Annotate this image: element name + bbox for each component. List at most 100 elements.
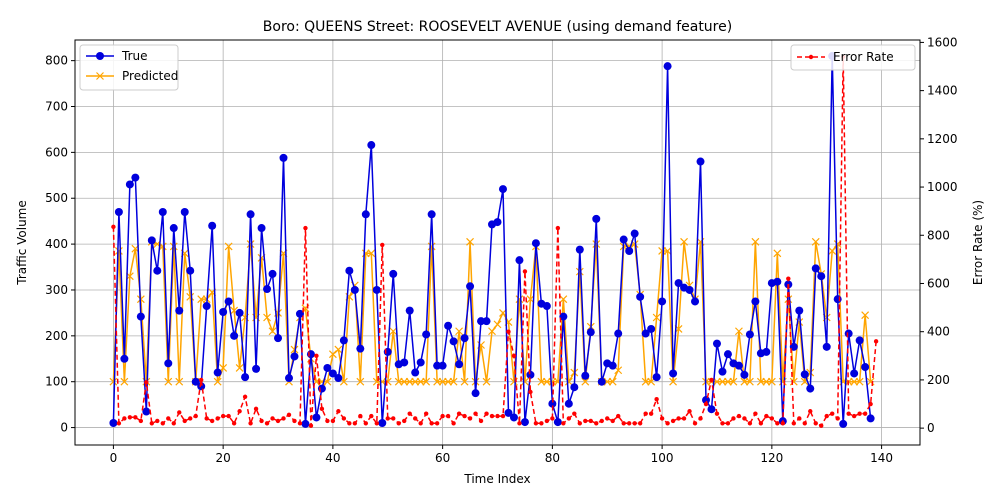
y-right-tick-label: 800 bbox=[927, 228, 950, 242]
true-point bbox=[323, 363, 332, 372]
true-point bbox=[449, 337, 458, 346]
predicted-point bbox=[592, 240, 601, 249]
true-point bbox=[180, 207, 189, 216]
predicted-point bbox=[745, 377, 754, 386]
error-rate-point bbox=[681, 416, 687, 421]
error-rate-point bbox=[692, 421, 698, 426]
error-rate-point bbox=[133, 415, 138, 420]
error-rate-point bbox=[215, 416, 220, 421]
error-rate-point bbox=[610, 418, 615, 424]
error-rate-point bbox=[791, 421, 796, 426]
y-left-tick-label: 600 bbox=[45, 145, 68, 159]
y-right-tick-label: 1000 bbox=[927, 180, 958, 194]
true-point bbox=[284, 374, 293, 383]
chart-title: Boro: QUEENS Street: ROOSEVELT AVENUE (u… bbox=[263, 19, 732, 35]
x-tick-label: 40 bbox=[325, 451, 340, 465]
predicted-point bbox=[564, 377, 573, 386]
true-point bbox=[592, 214, 601, 223]
x-axis-label: Time Index bbox=[463, 472, 530, 486]
error-rate-point bbox=[259, 418, 264, 424]
y-right-tick-label: 1400 bbox=[927, 84, 958, 98]
error-rate-point bbox=[182, 418, 187, 424]
true-point bbox=[131, 173, 140, 182]
true-point bbox=[169, 224, 178, 233]
true-point bbox=[658, 297, 667, 306]
true-point bbox=[833, 295, 842, 304]
true-point bbox=[290, 352, 299, 361]
error-rate-point bbox=[467, 416, 473, 421]
error-rate-point bbox=[204, 416, 209, 421]
error-rate-point bbox=[484, 411, 489, 416]
error-rate-point bbox=[780, 421, 786, 426]
true-point bbox=[740, 370, 749, 379]
error-rate-point bbox=[561, 421, 566, 426]
true-point bbox=[712, 339, 721, 348]
true-point bbox=[630, 229, 639, 238]
error-rate-point bbox=[720, 421, 725, 426]
true-point bbox=[246, 210, 255, 219]
true-point bbox=[811, 264, 820, 273]
y-left-tick-label: 500 bbox=[45, 191, 68, 205]
error-rate-point bbox=[209, 418, 215, 424]
true-point bbox=[734, 361, 743, 370]
true-point bbox=[669, 369, 678, 378]
x-tick-label: 100 bbox=[651, 451, 674, 465]
predicted-point bbox=[334, 345, 343, 354]
predicted-point bbox=[669, 377, 678, 386]
error-rate-point bbox=[177, 410, 182, 415]
error-rate-point bbox=[687, 409, 692, 414]
predicted-point bbox=[789, 377, 798, 386]
predicted-point bbox=[482, 377, 491, 386]
predicted-point bbox=[290, 345, 299, 354]
y-left-tick-label: 300 bbox=[45, 283, 68, 297]
true-point bbox=[696, 157, 705, 166]
error-rate-point bbox=[407, 411, 412, 416]
true-point bbox=[367, 141, 376, 150]
predicted-point bbox=[575, 267, 584, 276]
true-point bbox=[120, 354, 129, 363]
true-point bbox=[114, 207, 123, 216]
y-left-tick-label: 700 bbox=[45, 100, 68, 114]
true-point bbox=[208, 221, 217, 230]
error-rate-point bbox=[654, 396, 659, 402]
true-point bbox=[707, 405, 716, 414]
error-rate-point bbox=[341, 416, 347, 421]
true-point bbox=[186, 266, 195, 275]
true-point bbox=[389, 269, 398, 278]
error-rate-point bbox=[670, 418, 676, 424]
error-rate-point bbox=[797, 416, 802, 421]
predicted-point bbox=[751, 237, 760, 246]
true-point bbox=[219, 307, 228, 316]
true-point bbox=[433, 361, 442, 370]
error-rate-point bbox=[122, 416, 127, 421]
predicted-point bbox=[120, 377, 129, 386]
predicted-point bbox=[114, 247, 123, 255]
series-true bbox=[109, 52, 875, 428]
error-rate-point bbox=[736, 413, 742, 419]
true-point bbox=[295, 309, 304, 318]
error-rate-point bbox=[506, 329, 511, 334]
error-rate-point bbox=[709, 377, 714, 383]
true-point bbox=[427, 210, 436, 219]
true-point bbox=[252, 364, 261, 373]
error-rate-point bbox=[374, 421, 379, 426]
error-rate-point bbox=[605, 416, 610, 421]
error-rate-point bbox=[308, 423, 314, 428]
error-rate-point bbox=[358, 413, 363, 419]
error-rate-point bbox=[330, 418, 336, 424]
predicted-point bbox=[652, 313, 661, 322]
predicted-point bbox=[235, 364, 244, 372]
true-point bbox=[636, 292, 645, 301]
true-point bbox=[361, 210, 370, 219]
true-point bbox=[723, 350, 732, 359]
error-rate-point bbox=[171, 421, 176, 426]
error-rate-point bbox=[528, 389, 533, 395]
error-rate-point bbox=[703, 401, 709, 407]
error-rate-point bbox=[714, 411, 720, 416]
true-point bbox=[493, 218, 502, 227]
true-point bbox=[641, 329, 650, 338]
true-point bbox=[235, 308, 244, 317]
error-rate-point bbox=[127, 415, 133, 420]
true-point bbox=[175, 306, 184, 315]
true-point bbox=[800, 370, 809, 379]
